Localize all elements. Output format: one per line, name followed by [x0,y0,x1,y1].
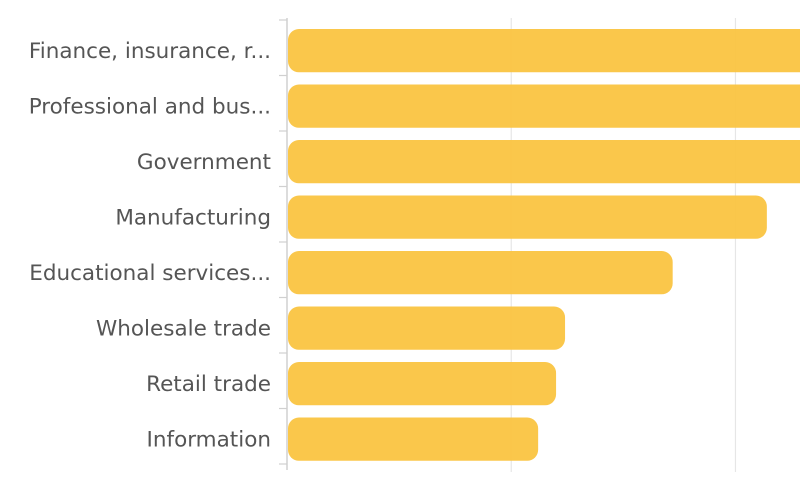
y-tick-labels: Finance, insurance, r... Professional and… [29,39,271,453]
bar-1 [288,29,800,73]
bar-7 [288,362,557,406]
y-tick-label-8: Information [147,428,271,453]
bar-6 [288,306,566,350]
y-tick-label-1: Finance, insurance, r... [29,39,271,64]
bars [288,29,800,461]
y-axis [279,18,288,470]
y-tick-label-4: Manufacturing [115,206,271,231]
y-tick-label-5: Educational services... [29,261,271,286]
bar-5 [288,251,673,295]
y-tick-label-6: Wholesale trade [96,317,271,342]
y-tick-label-3: Government [137,150,271,175]
y-tick-label-7: Retail trade [146,372,271,397]
bar-8 [288,417,539,461]
y-tick-label-2: Professional and bus... [29,95,271,120]
bar-4 [288,195,767,239]
bar-2 [288,84,800,128]
bar-3 [288,140,800,184]
